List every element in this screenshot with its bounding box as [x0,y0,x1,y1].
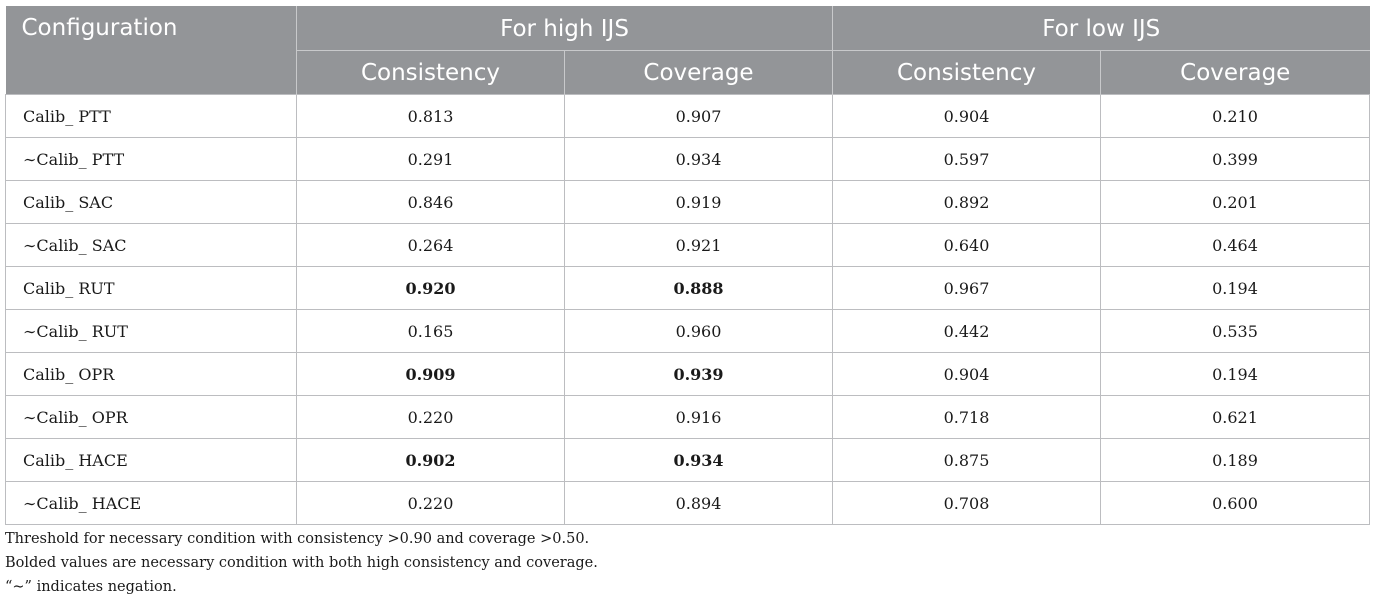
header-high-coverage: Coverage [565,51,833,95]
cell-low-consistency: 0.875 [833,439,1101,482]
table-header: Configuration For high IJS For low IJS C… [6,6,1370,95]
footnote-negation: “∼” indicates negation. [5,575,598,599]
cell-high-coverage: 0.916 [565,396,833,439]
cell-high-consistency: 0.220 [297,396,565,439]
table-row: Calib_ HACE 0.902 0.934 0.875 0.189 [6,439,1370,482]
cell-low-coverage: 0.399 [1101,138,1370,181]
cell-configuration: Calib_ HACE [6,439,297,482]
table-row: ∼Calib_ RUT 0.165 0.960 0.442 0.535 [6,310,1370,353]
cell-low-consistency: 0.904 [833,353,1101,396]
cell-high-consistency: 0.920 [297,267,565,310]
cell-high-coverage: 0.888 [565,267,833,310]
cell-low-coverage: 0.194 [1101,353,1370,396]
cell-high-coverage: 0.934 [565,138,833,181]
header-group-high-ijs: For high IJS [297,6,833,51]
cell-low-consistency: 0.904 [833,95,1101,138]
cell-configuration: ∼Calib_ PTT [6,138,297,181]
cell-high-consistency: 0.902 [297,439,565,482]
table-row: ∼Calib_ OPR 0.220 0.916 0.718 0.621 [6,396,1370,439]
table-row: ∼Calib_ PTT 0.291 0.934 0.597 0.399 [6,138,1370,181]
cell-configuration: ∼Calib_ OPR [6,396,297,439]
cell-high-consistency: 0.846 [297,181,565,224]
header-group-low-ijs: For low IJS [833,6,1370,51]
cell-low-coverage: 0.621 [1101,396,1370,439]
header-high-consistency: Consistency [297,51,565,95]
cell-low-consistency: 0.892 [833,181,1101,224]
cell-high-coverage: 0.960 [565,310,833,353]
cell-high-consistency: 0.813 [297,95,565,138]
cell-low-consistency: 0.708 [833,482,1101,525]
cell-high-coverage: 0.919 [565,181,833,224]
table-row: Calib_ RUT 0.920 0.888 0.967 0.194 [6,267,1370,310]
cell-low-consistency: 0.597 [833,138,1101,181]
cell-high-coverage: 0.934 [565,439,833,482]
cell-high-consistency: 0.165 [297,310,565,353]
cell-low-coverage: 0.600 [1101,482,1370,525]
necessity-analysis-table: Configuration For high IJS For low IJS C… [5,6,1370,525]
table-footnotes: Threshold for necessary condition with c… [5,527,598,599]
cell-configuration: ∼Calib_ RUT [6,310,297,353]
cell-configuration: ∼Calib_ HACE [6,482,297,525]
cell-low-coverage: 0.210 [1101,95,1370,138]
header-low-consistency: Consistency [833,51,1101,95]
table-row: Calib_ SAC 0.846 0.919 0.892 0.201 [6,181,1370,224]
results-table-container: Configuration For high IJS For low IJS C… [5,6,1369,525]
cell-configuration: ∼Calib_ SAC [6,224,297,267]
cell-low-coverage: 0.535 [1101,310,1370,353]
cell-high-coverage: 0.894 [565,482,833,525]
table-row: Calib_ PTT 0.813 0.907 0.904 0.210 [6,95,1370,138]
cell-high-consistency: 0.909 [297,353,565,396]
header-row-groups: Configuration For high IJS For low IJS [6,6,1370,51]
cell-high-consistency: 0.291 [297,138,565,181]
footnote-threshold: Threshold for necessary condition with c… [5,527,598,551]
cell-low-consistency: 0.442 [833,310,1101,353]
cell-low-coverage: 0.464 [1101,224,1370,267]
cell-low-consistency: 0.967 [833,267,1101,310]
footnote-bolded: Bolded values are necessary condition wi… [5,551,598,575]
table-row: ∼Calib_ SAC 0.264 0.921 0.640 0.464 [6,224,1370,267]
cell-low-consistency: 0.640 [833,224,1101,267]
cell-low-consistency: 0.718 [833,396,1101,439]
table-row: ∼Calib_ HACE 0.220 0.894 0.708 0.600 [6,482,1370,525]
cell-high-consistency: 0.264 [297,224,565,267]
cell-low-coverage: 0.189 [1101,439,1370,482]
cell-configuration: Calib_ OPR [6,353,297,396]
header-low-coverage: Coverage [1101,51,1370,95]
cell-low-coverage: 0.194 [1101,267,1370,310]
table-row: Calib_ OPR 0.909 0.939 0.904 0.194 [6,353,1370,396]
cell-high-coverage: 0.939 [565,353,833,396]
cell-configuration: Calib_ PTT [6,95,297,138]
cell-high-consistency: 0.220 [297,482,565,525]
cell-configuration: Calib_ RUT [6,267,297,310]
cell-high-coverage: 0.907 [565,95,833,138]
cell-configuration: Calib_ SAC [6,181,297,224]
table-body: Calib_ PTT 0.813 0.907 0.904 0.210 ∼Calib_ PT… [6,95,1370,525]
cell-high-coverage: 0.921 [565,224,833,267]
header-configuration: Configuration [6,6,297,95]
cell-low-coverage: 0.201 [1101,181,1370,224]
